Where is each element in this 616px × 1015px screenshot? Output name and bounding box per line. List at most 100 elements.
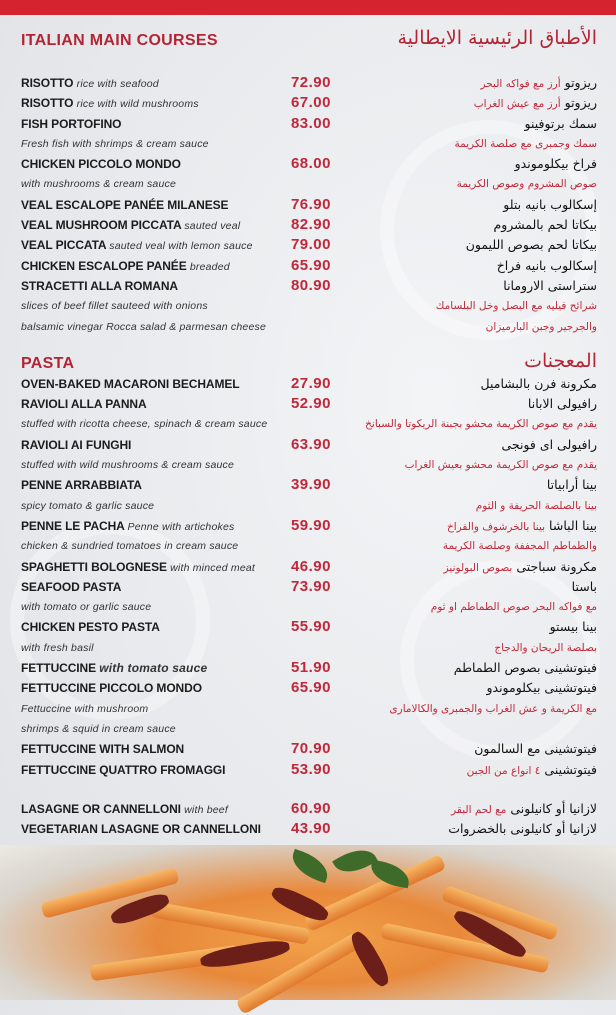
item-price: 27.90: [290, 374, 331, 392]
item-name-en: FETTUCCINE: [21, 661, 96, 676]
item-name-ar: سمك برتوفينو: [525, 114, 598, 134]
item-description-ar: يقدم مع صوص الكريمة محشو بعيش الغراب: [404, 459, 597, 472]
item-note-en: rice with wild mushrooms: [76, 98, 199, 111]
menu-item-description: Fresh fish with shrimps & cream sauce سمك…: [21, 134, 597, 154]
item-name: CHICKEN PICCOLO MONDO: [21, 154, 181, 174]
item-note-en: rice with seafood: [76, 78, 159, 90]
item-note-en: breaded: [189, 260, 230, 273]
item-price: 53.90: [290, 760, 331, 778]
item-note-en: with beef: [184, 803, 228, 816]
item-description-en: stuffed with ricotta cheese, spinach & c…: [21, 418, 268, 431]
item-name-en: SPAGHETTI BOLOGNESE: [21, 559, 167, 574]
menu-item-description: Fettuccine with mushroom مع الكريمة و عش …: [21, 699, 597, 719]
item-name: CHICKEN ESCALOPE PANÉE breaded: [21, 256, 230, 277]
item-name-en: RAVIOLI ALLA PANNA: [21, 397, 147, 412]
menu-item-description: with mushrooms & cream sauce صوص المشروم …: [21, 174, 597, 194]
item-name-ar-text: سمك برتوفينو: [524, 115, 598, 131]
item-name-ar-text: لازانيا أو كانيلونى بالخضروات: [448, 821, 597, 837]
item-price: 70.90: [290, 740, 331, 758]
item-name: PENNE ARRABBIATA: [21, 475, 142, 495]
item-name-ar-text: فيتوتشينى: [544, 761, 597, 777]
item-description-ar: شرائح فيليه مع البصل وخل البلسامك: [435, 300, 597, 313]
item-name: CHICKEN PESTO PASTA: [21, 617, 160, 637]
item-description-en: shrimps & squid in cream sauce: [21, 722, 176, 735]
item-note-ar: بينا بالخرشوف والفراخ: [446, 520, 546, 533]
menu-item: CHICKEN PESTO PASTA 55.90 بينا بيستو: [21, 617, 597, 637]
item-description-ar: صوص المشروم وصوص الكريمة: [456, 178, 597, 191]
item-price: 51.90: [290, 659, 331, 677]
item-name-ar-text: ستراستى الارومانا: [503, 277, 597, 293]
item-price: 63.90: [290, 435, 331, 453]
item-name-ar-text: باستا: [571, 578, 597, 594]
item-price: 43.90: [290, 820, 331, 838]
menu-item: VEAL ESCALOPE PANÉE MILANESE 76.90 إسكالوب…: [21, 195, 597, 215]
item-description-ar: والطماطم المجففة وصلصة الكريمة: [442, 540, 597, 553]
item-price: 65.90: [290, 679, 331, 697]
menu-item: FETTUCCINE QUATTRO FROMAGGI 53.90 فيتوتشين…: [21, 760, 597, 780]
menu-item: RAVIOLI ALLA PANNA 52.90 رافيولى الابانا: [21, 394, 597, 414]
item-name-en: SEAFOOD PASTA: [21, 579, 122, 594]
item-note-en: sauted veal with lemon sauce: [109, 240, 253, 253]
item-name-ar-text: رافيولى الابانا: [527, 396, 597, 412]
item-name-ar: إسكالوب بانيه بتلو: [503, 195, 597, 215]
item-price: 55.90: [290, 618, 331, 636]
item-name: FISH PORTOFINO: [21, 114, 121, 134]
item-name: VEAL MUSHROOM PICCATA sauted veal: [21, 215, 240, 236]
menu-item: VEAL PICCATA sauted veal with lemon sauc…: [21, 235, 597, 255]
item-name: RISOTTO rice with seafood: [21, 73, 159, 94]
menu-item: OVEN-BAKED MACARONI BECHAMEL 27.90 مكرونة …: [21, 374, 597, 394]
menu-item-description: chicken & sundried tomatoes in cream sau…: [21, 536, 597, 556]
menu: ITALIAN MAIN COURSES الأطباق الرئيسية الا…: [0, 28, 616, 840]
item-price: 59.90: [290, 516, 331, 534]
item-note-en: sauted veal: [184, 220, 241, 233]
item-name-ar-text: ريزوتو: [564, 95, 597, 111]
item-name-ar-text: فيتوتشينى مع السالمون: [474, 741, 597, 757]
item-name-ar-text: مكرونة سباجتى: [516, 558, 597, 574]
item-note-ar: ٤ انواع من الجبن: [466, 764, 541, 777]
item-description-ar: والجرجير وجبن البارميزان: [485, 320, 597, 333]
menu-item: RISOTTO rice with seafood 72.90 ريزوتو أرز…: [21, 73, 597, 93]
item-name: PENNE LE PACHA Penne with artichokes: [21, 516, 234, 537]
menu-item: CHICKEN ESCALOPE PANÉE breaded 65.90 إسكال…: [21, 256, 597, 276]
item-name: STRACETTI ALLA ROMANA: [21, 276, 178, 296]
item-price: 80.90: [290, 276, 331, 294]
menu-item-description: slices of beef fillet sauteed with onion…: [21, 296, 597, 316]
item-name-en: FETTUCCINE WITH SALMON: [21, 742, 185, 757]
item-name-en: FETTUCCINE QUATTRO FROMAGGI: [21, 762, 226, 777]
item-name: FETTUCCINE WITH SALMON: [21, 739, 184, 759]
item-description-ar: سمك وجمبرى مع صلصة الكريمة: [454, 137, 597, 150]
item-price: 72.90: [290, 74, 331, 91]
menu-item: LASAGNE OR CANNELLONI with beef 60.90 لازا…: [21, 799, 597, 819]
item-price: 76.90: [290, 195, 331, 213]
item-name-ar: ريزوتو أرز مع فواكه البحر: [480, 73, 597, 94]
section-heading: ITALIAN MAIN COURSES الأطباق الرئيسية الا…: [21, 28, 597, 51]
menu-item-description: spicy tomato & garlic sauce بينا بالصلصة …: [21, 496, 597, 516]
item-price: 39.90: [290, 476, 331, 494]
menu-item: RAVIOLI AI FUNGHI 63.90 رافيولى اى فونجى: [21, 435, 597, 455]
item-name: VEGETARIAN LASAGNE OR CANNELLONI: [21, 819, 261, 839]
item-description-en: chicken & sundried tomatoes in cream sau…: [21, 540, 239, 553]
item-description-en: Fettuccine with mushroom: [21, 702, 149, 715]
menu-item: STRACETTI ALLA ROMANA 80.90 ستراستى الاروم…: [21, 276, 597, 296]
item-name-en: FETTUCCINE PICCOLO MONDO: [21, 681, 202, 696]
item-name: FETTUCCINE QUATTRO FROMAGGI: [21, 760, 226, 780]
item-name-en: VEGETARIAN LASAGNE OR CANNELLONI: [21, 822, 261, 837]
item-name-ar: فراخ بيكلوموندو: [515, 154, 597, 174]
item-name-ar: بينا الباشا بينا بالخرشوف والفراخ: [447, 516, 597, 537]
item-name-ar: مكرونة سباجتى بصوص البولونيز: [444, 557, 597, 578]
item-name-ar-text: فراخ بيكلوموندو: [514, 156, 597, 172]
menu-section: ITALIAN MAIN COURSES الأطباق الرئيسية الا…: [0, 28, 616, 337]
menu-item: VEGETARIAN LASAGNE OR CANNELLONI 43.90 لاز…: [21, 819, 597, 839]
section-title-en: ITALIAN MAIN COURSES: [21, 32, 218, 49]
item-description-ar: بينا بالصلصة الحريفة و الثوم: [475, 499, 597, 512]
menu-item: SPAGHETTI BOLOGNESE with minced meat 46.9…: [21, 557, 597, 577]
menu-section: LASAGNE OR CANNELLONI with beef 60.90 لازا…: [0, 799, 616, 840]
item-name-en: RISOTTO: [21, 76, 74, 90]
item-description-en: stuffed with wild mushrooms & cream sauc…: [21, 459, 235, 472]
item-name-en: VEAL MUSHROOM PICCATA: [21, 218, 182, 233]
item-description-en: with tomato or garlic sauce: [21, 601, 152, 614]
item-name-ar-text: إسكالوب بانيه فراخ: [496, 257, 597, 273]
item-name: FETTUCCINE PICCOLO MONDO: [21, 678, 202, 698]
menu-item: FISH PORTOFINO 83.00 سمك برتوفينو: [21, 114, 597, 134]
item-name-ar: بينا أرابياتا: [547, 475, 597, 495]
